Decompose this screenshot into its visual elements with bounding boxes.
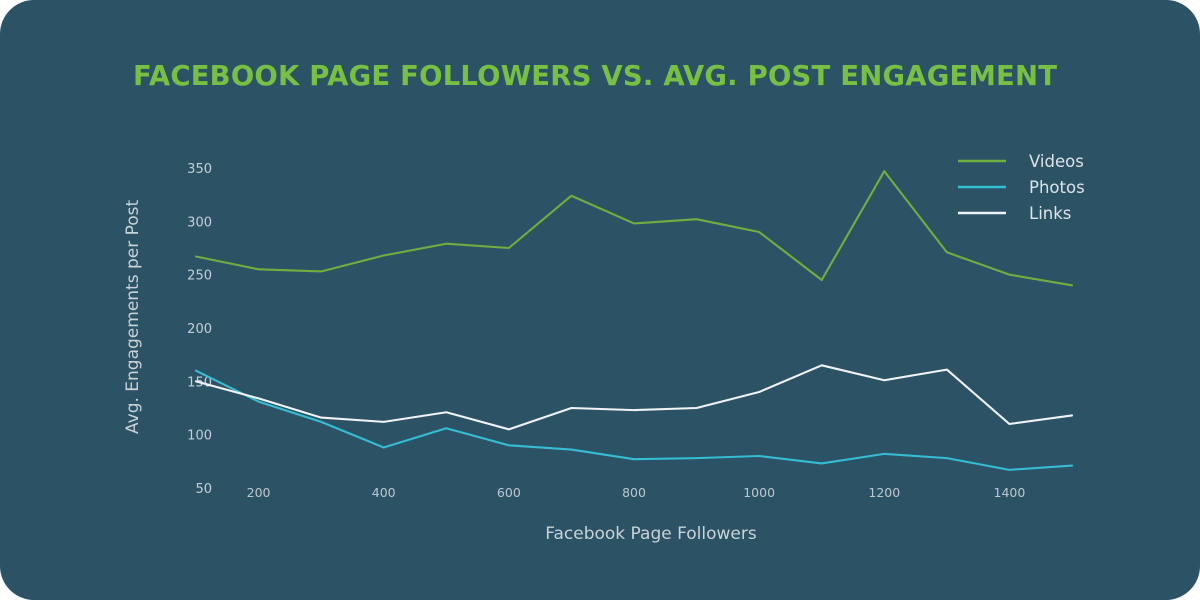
x-tick-label: 1400 <box>994 485 1026 500</box>
y-tick-label: 50 <box>195 482 212 497</box>
x-tick-label: 1200 <box>868 485 900 500</box>
x-axis-tick-labels: 200 400 600 800 1000 1200 1400 <box>247 485 1026 500</box>
y-tick-label: 350 <box>187 162 212 177</box>
y-tick-label: 100 <box>187 429 212 444</box>
chart-legend: Videos Photos Links <box>958 152 1085 223</box>
x-tick-label: 600 <box>497 485 521 500</box>
page-title: FACEBOOK PAGE FOLLOWERS VS. AVG. POST EN… <box>133 60 1058 92</box>
x-axis-title: Facebook Page Followers <box>545 524 757 544</box>
series-line-videos <box>194 170 1074 287</box>
y-axis-title: Avg. Engagements per Post <box>123 199 143 434</box>
y-tick-label: 250 <box>187 269 212 284</box>
x-tick-label: 200 <box>247 485 271 500</box>
series-lines <box>194 170 1074 471</box>
x-tick-label: 800 <box>622 485 646 500</box>
x-tick-label: 1000 <box>743 485 775 500</box>
x-tick-label: 400 <box>372 485 396 500</box>
legend-label-links[interactable]: Links <box>1029 204 1071 223</box>
y-tick-label: 300 <box>187 215 212 230</box>
y-tick-label: 200 <box>187 322 212 337</box>
series-line-photos <box>194 369 1074 471</box>
series-line-links <box>194 364 1074 431</box>
legend-label-videos[interactable]: Videos <box>1029 152 1084 171</box>
legend-label-photos[interactable]: Photos <box>1029 178 1085 197</box>
